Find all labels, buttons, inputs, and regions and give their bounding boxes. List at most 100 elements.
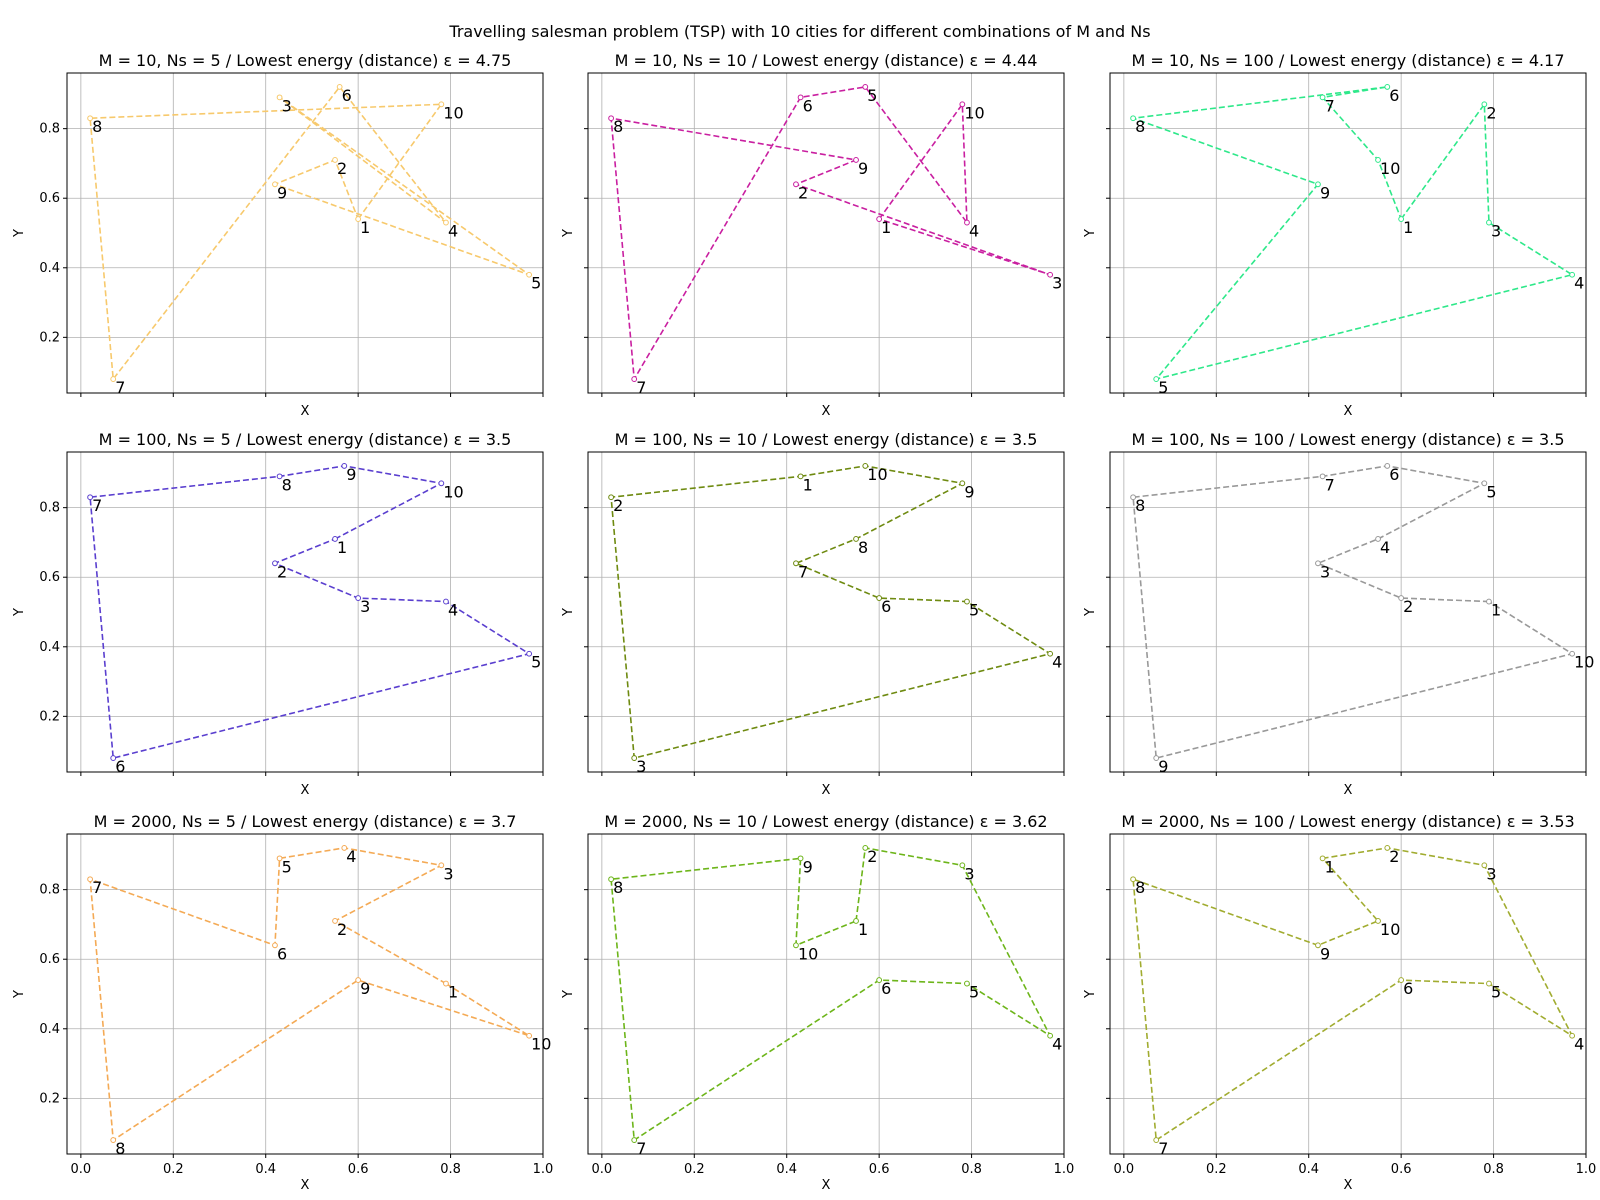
city-marker — [110, 755, 117, 761]
x-tick-label: 0.8 — [961, 1162, 982, 1177]
city-marker — [341, 463, 348, 469]
city-label: 8 — [1135, 117, 1145, 136]
city-label: 8 — [1135, 496, 1145, 515]
city-marker — [526, 650, 533, 657]
city-label: 9 — [803, 857, 813, 876]
city-label: 6 — [881, 597, 891, 616]
city-label: 5 — [867, 86, 877, 105]
city-label: 10 — [867, 465, 887, 484]
x-tick-label: 0.2 — [684, 1162, 705, 1177]
city-label: 2 — [867, 847, 877, 866]
city-label: 8 — [1135, 878, 1145, 897]
city-marker — [853, 536, 859, 542]
subplot-2: 1 10 4 5 6 7 8 9 2 3 M = 10, Ns = 10 / Lowest ener… — [561, 51, 1065, 419]
city-label: 3 — [360, 597, 370, 616]
city-label: 6 — [342, 86, 352, 105]
city-label: 6 — [1389, 465, 1399, 484]
city-marker — [1481, 862, 1488, 869]
city-marker — [1130, 876, 1137, 883]
city-marker — [1569, 650, 1576, 657]
city-marker — [1153, 376, 1160, 382]
city-label: 5 — [531, 274, 541, 293]
plot-area — [67, 452, 543, 772]
city-marker — [1319, 473, 1326, 480]
axes-frame — [1109, 72, 1587, 394]
city-label: 5 — [1491, 983, 1501, 1002]
subplot-title: M = 10, Ns = 5 / Lowest energy (distance… — [99, 51, 512, 70]
plot-area — [67, 834, 543, 1154]
city-marker — [1375, 157, 1381, 163]
x-tick-label: 0.6 — [1391, 1162, 1412, 1177]
y-tick-label: 0.2 — [39, 1091, 60, 1106]
city-label: 8 — [613, 878, 623, 897]
city-marker — [1384, 845, 1391, 851]
subplot-title: M = 2000, Ns = 10 / Lowest energy (dista… — [604, 812, 1047, 831]
city-label: 1 — [360, 218, 370, 237]
city-marker — [1047, 271, 1054, 278]
city-marker — [793, 181, 799, 188]
y-axis-label: Y — [561, 229, 576, 238]
city-label: 6 — [1389, 86, 1399, 105]
city-label: 5 — [531, 653, 541, 672]
city-marker — [1486, 598, 1492, 605]
city-marker — [1486, 980, 1492, 987]
x-axis-label: X — [822, 783, 831, 798]
city-label: 7 — [636, 378, 646, 397]
city-label: 2 — [613, 496, 623, 515]
city-marker — [1153, 1137, 1160, 1143]
subplot-8: 1 2 3 4 5 6 7 8 9 10 0.0 0.2 0.4 0.6 0.8 1.0 M = 2000, N… — [561, 812, 1074, 1193]
city-marker — [272, 560, 278, 567]
city-marker — [87, 494, 94, 501]
x-tick-label: 0.6 — [348, 1162, 369, 1177]
city-marker — [1047, 650, 1054, 657]
city-marker — [87, 876, 94, 883]
x-tick-label: 0.8 — [440, 1162, 461, 1177]
city-label: 7 — [798, 562, 808, 581]
city-label: 3 — [1491, 222, 1501, 241]
subplot-6: 1 2 3 4 5 6 7 8 9 10 M = 100, Ns = 100 / Lowest en… — [1083, 430, 1594, 798]
city-label: 9 — [277, 183, 287, 202]
city-marker — [862, 463, 869, 469]
city-marker — [862, 84, 869, 90]
tour-line — [89, 465, 532, 760]
city-label: 3 — [1486, 864, 1496, 883]
city-marker — [862, 845, 869, 851]
subplot-9: 1 2 3 4 5 6 7 8 9 10 0.0 0.2 0.4 0.6 0.8 1.0 M = 2000, N… — [1083, 812, 1596, 1193]
city-label: 1 — [337, 538, 347, 557]
x-tick-label: 0.4 — [1298, 1162, 1319, 1177]
x-axis-label: X — [822, 1178, 831, 1193]
city-marker — [438, 101, 445, 108]
city-label: 7 — [636, 1139, 646, 1158]
y-axis-label: Y — [12, 990, 27, 999]
city-marker — [631, 1137, 638, 1143]
city-marker — [272, 942, 278, 949]
city-marker — [1569, 1032, 1576, 1039]
x-axis-label: X — [301, 1178, 310, 1193]
city-marker — [443, 598, 449, 605]
x-axis-label: X — [1344, 1178, 1353, 1193]
city-label: 3 — [443, 864, 453, 883]
city-marker — [608, 115, 615, 122]
city-label: 9 — [1320, 944, 1330, 963]
y-axis-label: Y — [561, 608, 576, 617]
city-label: 7 — [1158, 1139, 1168, 1158]
city-label: 10 — [798, 944, 818, 963]
city-marker — [1569, 271, 1576, 278]
city-marker — [1153, 755, 1160, 761]
plot-area — [588, 73, 1064, 393]
y-tick-label: 0.8 — [39, 501, 60, 516]
city-marker — [853, 918, 859, 924]
city-label: 10 — [1380, 159, 1400, 178]
city-label: 10 — [443, 482, 463, 501]
city-label: 2 — [337, 159, 347, 178]
city-marker — [797, 855, 804, 862]
city-label: 8 — [613, 117, 623, 136]
x-axis-label: X — [1344, 783, 1353, 798]
city-label: 3 — [282, 96, 292, 115]
city-label: 2 — [1486, 103, 1496, 122]
x-tick-label: 1.0 — [1576, 1162, 1597, 1177]
city-marker — [110, 376, 117, 382]
city-label: 10 — [1380, 920, 1400, 939]
city-label: 5 — [969, 983, 979, 1002]
city-marker — [964, 980, 970, 987]
